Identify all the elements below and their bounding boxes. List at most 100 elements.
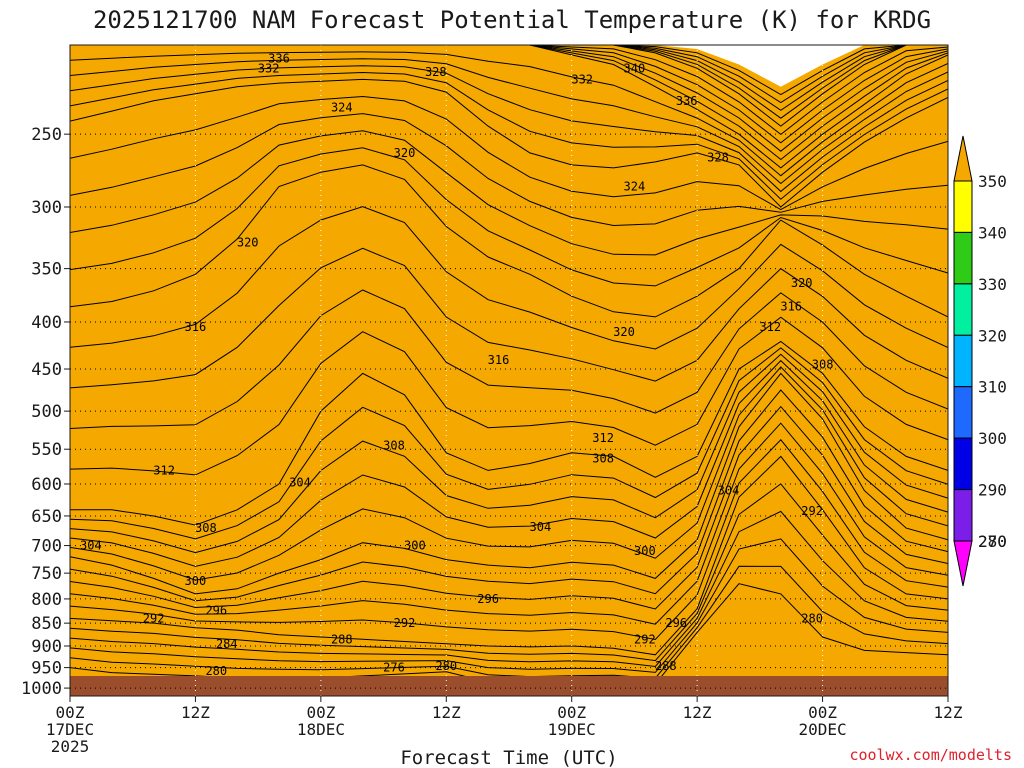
contour-label-308: 308 [195,521,217,535]
colorbar-label-350: 350 [978,172,1007,191]
colorbar-swatch-310 [953,334,973,388]
contour-line-5 [70,455,948,656]
contour-line-14 [70,347,948,540]
grid-lines [70,45,948,696]
contour-label-308: 308 [592,452,614,466]
contour-line-13 [70,353,948,554]
contour-line-12 [70,359,948,567]
x-tick-label-7-0: 12Z [934,703,963,722]
contour-label-296: 296 [477,592,499,606]
colorbar-swatch-330 [953,231,973,285]
contour-label-304: 304 [718,484,740,498]
contour-line-30 [70,45,948,169]
y-tick-label-550: 550 [31,440,62,460]
contour-line-25 [70,78,948,208]
contour-label-300: 300 [185,574,207,588]
x-tick-label-1-0: 12Z [181,703,210,722]
y-tick-label-900: 900 [31,637,62,657]
contour-line-28 [70,58,948,185]
y-tick-label-400: 400 [31,313,62,333]
contour-label-276: 276 [383,661,405,675]
contour-label-280: 280 [205,664,227,678]
contour-label-320: 320 [613,325,635,339]
ground-layer [70,676,948,696]
y-tick-label-800: 800 [31,590,62,610]
contour-label-292: 292 [801,504,823,518]
colorbar-swatch-300 [953,386,973,439]
contour-line-7 [70,422,948,625]
x-tick-label-6-1: 20DEC [799,720,847,739]
y-tick-label-750: 750 [31,564,62,584]
colorbar-label-290: 290 [978,481,1007,500]
contour-line-16 [70,316,948,476]
y-tick-label-600: 600 [31,475,62,495]
y-tick-label-650: 650 [31,507,62,527]
contour-label-308: 308 [383,439,405,453]
contour-line-35 [70,45,948,127]
colorbar-label-270: 270 [978,532,1007,551]
y-tick-label-700: 700 [31,537,62,557]
colorbar-swatch-280 [953,489,973,542]
x-tick-label-3-0: 12Z [432,703,461,722]
contour-label-320: 320 [791,276,813,290]
contour-label-296: 296 [665,616,687,630]
contour-label-316: 316 [185,320,207,334]
x-tick-label-2-0: 00Z [306,703,335,722]
y-tick-label-500: 500 [31,402,62,422]
contour-label-284: 284 [216,637,238,651]
colorbar-label-280: 280 [978,532,1007,551]
temperature-bands [70,45,948,696]
contour-line-32 [70,45,948,152]
contour-line-26 [70,71,948,200]
contour-line-9 [70,389,948,602]
contour-line-18 [70,247,948,389]
contour-line-31 [70,45,948,161]
y-tick-label-450: 450 [31,360,62,380]
x-tick-label-0-1: 17DEC [46,720,94,739]
x-tick-label-2-1: 18DEC [297,720,345,739]
colorbar-label-340: 340 [978,223,1007,242]
contour-line-15 [70,340,948,526]
credit-text: coolwx.com/modelts [849,746,1012,764]
contour-label-292: 292 [394,616,416,630]
colorbar-swatch-340 [953,180,973,233]
contour-line-38 [70,45,948,104]
contour-label-316: 316 [488,353,510,367]
x-tick-label-4-0: 00Z [557,703,586,722]
contour-line-6 [70,439,948,641]
contour-label-296: 296 [205,603,227,617]
x-tick-label-0-2: 2025 [51,737,90,756]
y-tick-label-950: 950 [31,659,62,679]
contour-line-4 [70,483,948,662]
contour-line-29 [70,51,948,177]
contour-label-300: 300 [404,539,426,553]
isentrope-contours [70,45,948,685]
y-axis-ticks: 250 300 350 400 450 500 550 600 650 700 750 800 850 9… [21,125,70,699]
x-tick-label-6-0: 00Z [808,703,837,722]
y-tick-label-1000: 1000 [21,679,62,699]
contour-line-24 [70,95,948,211]
contour-label-304: 304 [80,539,102,553]
colorbar-label-330: 330 [978,275,1007,294]
contour-label-304: 304 [530,520,552,534]
contour-line-11 [70,366,948,581]
contour-line-23 [70,113,948,227]
contour-label-320: 320 [394,146,416,160]
colorbar-bottom-arrow [953,540,973,587]
contour-label-328: 328 [707,150,729,164]
contour-label-304: 304 [289,476,311,490]
contour-label-324: 324 [624,180,646,194]
contour-line-10 [70,372,948,595]
contour-line-37 [70,45,948,111]
contour-line-36 [70,45,948,119]
contour-label-312: 312 [153,463,175,477]
contour-line-33 [70,45,948,144]
contour-line-3 [70,510,948,668]
contour-label-332: 332 [571,72,593,86]
x-axis-label: Forecast Time (UTC) [400,747,617,768]
colorbar-swatch-290 [953,437,973,491]
